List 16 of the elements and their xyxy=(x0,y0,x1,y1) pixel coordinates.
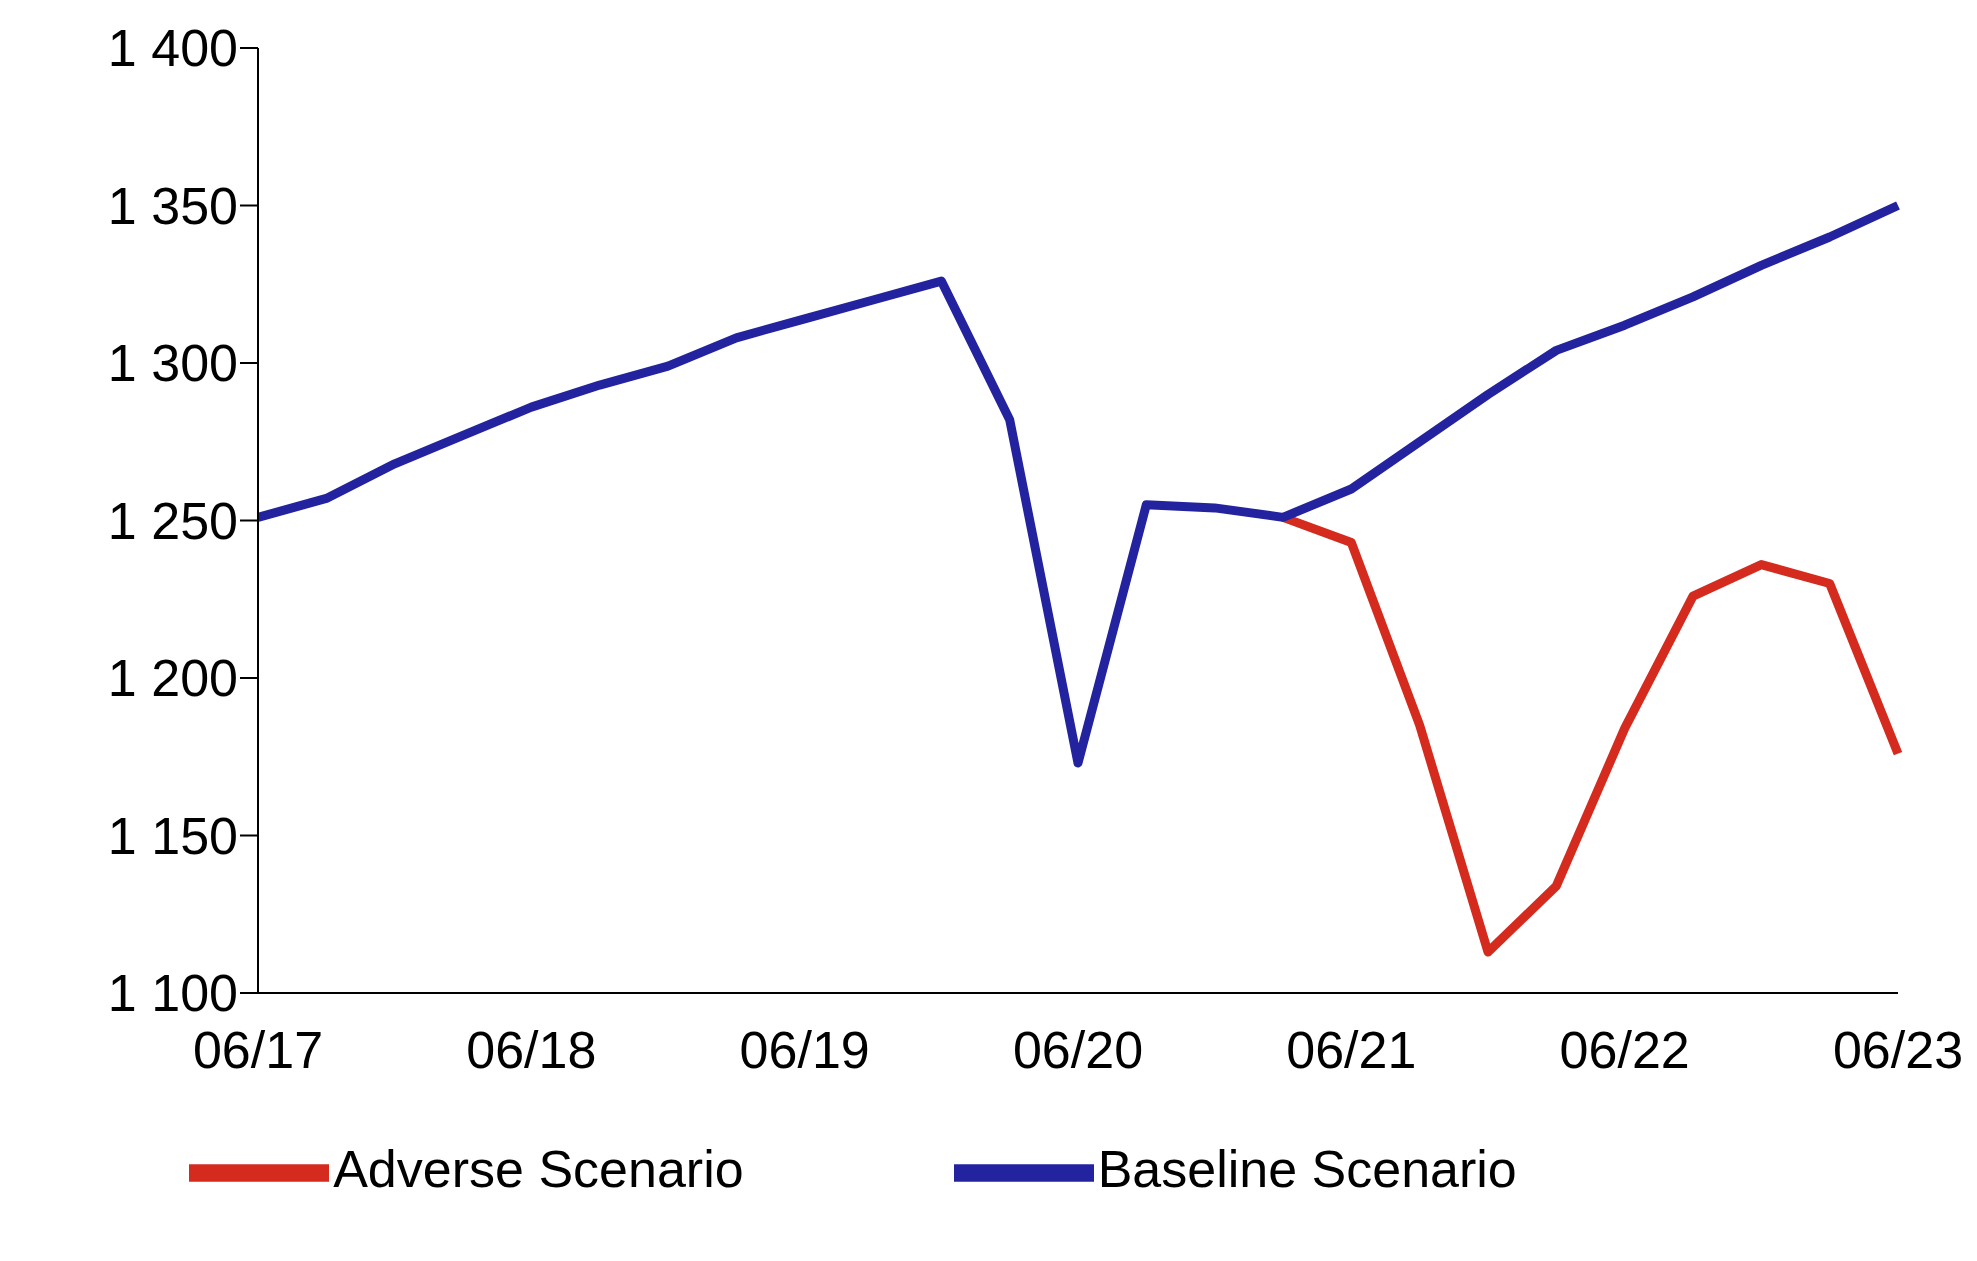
x-tick-label: 06/21 xyxy=(1286,1020,1417,1079)
legend-label: Baseline Scenario xyxy=(1097,1139,1517,1198)
legend-label: Adverse Scenario xyxy=(333,1139,744,1198)
x-tick-label: 06/17 xyxy=(192,1020,324,1079)
y-tick-label: 1 400 xyxy=(107,19,238,78)
y-tick-label: 1 100 xyxy=(107,964,238,1023)
y-tick-label: 1 150 xyxy=(107,806,238,865)
y-tick-label: 1 300 xyxy=(107,334,238,393)
x-tick-label: 06/19 xyxy=(739,1020,870,1079)
y-tick-label: 1 200 xyxy=(107,649,238,708)
y-tick-label: 1 350 xyxy=(107,176,238,235)
y-tick-label: 1 250 xyxy=(107,491,238,550)
x-tick-label: 06/20 xyxy=(1012,1020,1144,1079)
x-tick-label: 06/22 xyxy=(1559,1020,1690,1079)
x-tick-label: 06/23 xyxy=(1832,1020,1964,1079)
x-tick-label: 06/18 xyxy=(466,1020,597,1079)
